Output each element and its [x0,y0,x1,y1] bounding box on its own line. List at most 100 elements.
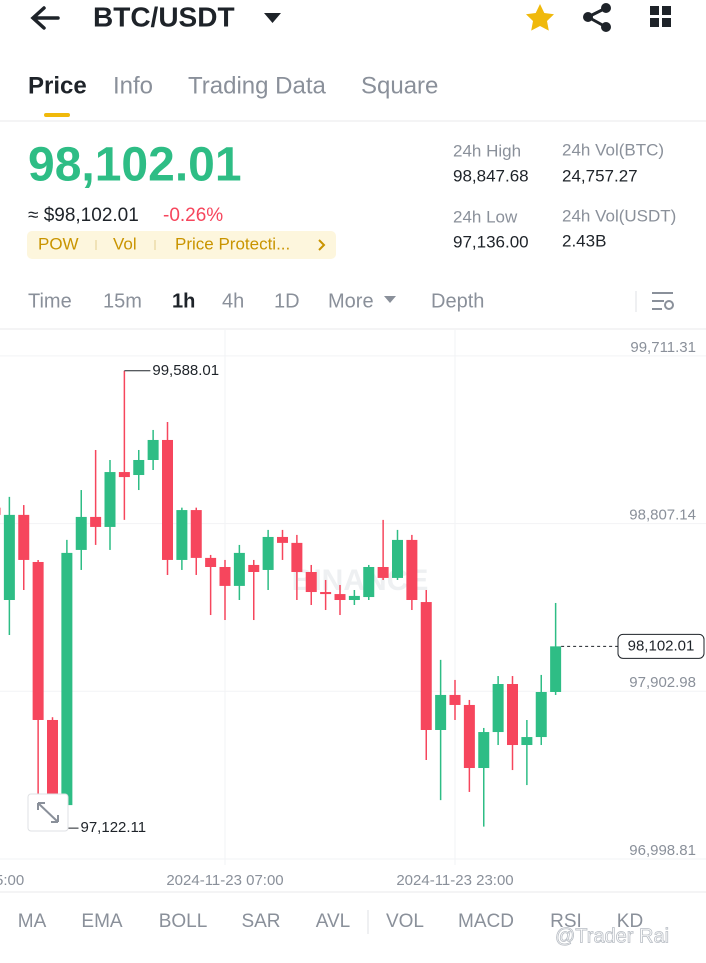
x-tick-label: 2024-11-23 07:00 [166,872,283,889]
candle-body [205,557,217,567]
interval[interactable]: 1D [274,290,300,312]
menu-icon[interactable] [650,6,671,27]
candle-body [420,602,432,730]
candle-body [118,472,130,478]
candle-body [147,439,159,460]
tab[interactable]: Square [361,72,438,99]
y-tick-label: 98,807.14 [629,507,696,524]
candle-body [492,684,504,733]
candle-body [392,539,403,578]
y-tick-label: 96,998.81 [629,842,696,859]
candle-body [262,536,274,570]
candle-body [133,459,145,476]
candle-body [47,719,58,796]
indicator[interactable]: SAR [241,911,280,932]
y-tick-label: 97,902.98 [629,674,696,691]
candle-body [104,472,116,527]
tag[interactable]: Price Protecti... [175,234,290,253]
stat-label: 24h High [453,141,521,160]
interval-active[interactable]: 1h [172,290,195,312]
x-tick-label: 22 15:00 [0,872,24,889]
indicator[interactable]: EMA [81,911,123,932]
low-label: 97,122.11 [81,819,147,836]
indicator[interactable]: BOLL [159,911,208,932]
stat-value: 24,757.27 [562,166,638,185]
stat-value: 98,847.68 [453,166,529,185]
indicator[interactable]: KD [617,911,643,932]
back-icon[interactable] [30,6,60,30]
expand-button[interactable] [27,793,69,832]
stat-label: 24h Vol(BTC) [562,140,664,159]
tag[interactable]: Vol [113,234,137,253]
candle-body [521,737,533,746]
interval[interactable]: 4h [222,290,244,312]
candle-body [449,694,461,705]
tab[interactable]: Trading Data [188,72,327,99]
y-tick-label: 99,711.31 [630,339,696,356]
indicator-bar: MA EMA BOLL SAR AVL VOL MACD RSI KD [18,911,643,932]
tab-active[interactable]: Price [28,72,87,99]
watermark: @Trader Rai [555,925,669,947]
tag[interactable]: POW [38,234,79,253]
candle-body [162,439,173,560]
candle-body [478,732,490,769]
candle-body [277,536,288,543]
pair-caret[interactable] [264,13,281,23]
candle-body [363,566,375,598]
tag-bar[interactable] [27,231,336,259]
candle-body [550,646,562,692]
candle-body [75,516,87,550]
candle-body [248,564,260,573]
candle-body [233,552,245,586]
candle-body [90,516,102,527]
candle-body [507,684,518,746]
stat-value: 97,136.00 [453,232,529,251]
stat-label: 24h Vol(USDT) [562,206,676,225]
stat-label: 24h Low [453,207,518,226]
candle-body [305,572,317,593]
candle-body [176,510,188,560]
tab[interactable]: Info [113,72,153,99]
candle-body [219,566,231,586]
indicator[interactable]: AVL [316,911,351,932]
price-change: -0.26% [163,205,223,226]
candle-body [0,507,1,515]
candle-body [32,561,44,720]
candle-body [463,704,475,769]
candle-body [3,514,15,601]
indicator[interactable]: MACD [458,911,514,932]
favorite-icon[interactable] [526,4,554,31]
high-label: 99,588.01 [152,362,219,379]
interval[interactable]: More [328,290,374,312]
last-price: 98,102.01 [28,139,242,192]
tag-chevron [318,239,326,251]
last-price-label: 98,102.01 [628,637,695,654]
candle-body [435,694,447,730]
candle-body [190,510,202,558]
tab-indicator [44,113,70,117]
indicator[interactable]: VOL [386,911,424,932]
candle-body [334,594,346,601]
share-icon[interactable] [583,3,611,32]
candle-body [377,566,389,578]
usd-price: ≈ $98,102.01 [28,205,139,226]
candle-body [18,514,30,560]
candle-body [61,552,73,806]
indicator[interactable]: MA [18,911,47,932]
interval[interactable]: 15m [103,290,142,312]
interval[interactable]: Depth [431,290,484,312]
candle-body [406,539,418,601]
pair-title[interactable]: BTC/USDT [93,1,235,32]
stat-value: 2.43B [562,231,606,250]
candlestick-chart: BINANCE99,711.3198,807.1497,902.9896,998… [0,330,706,889]
candle-body [348,595,360,601]
candle-body [291,542,303,573]
chart-settings-icon[interactable] [652,292,674,310]
indicator[interactable]: RSI [550,911,582,932]
interval[interactable]: Time [28,290,72,312]
more-caret [384,296,396,303]
candle-body [320,592,332,595]
last-price-tag [617,633,705,659]
